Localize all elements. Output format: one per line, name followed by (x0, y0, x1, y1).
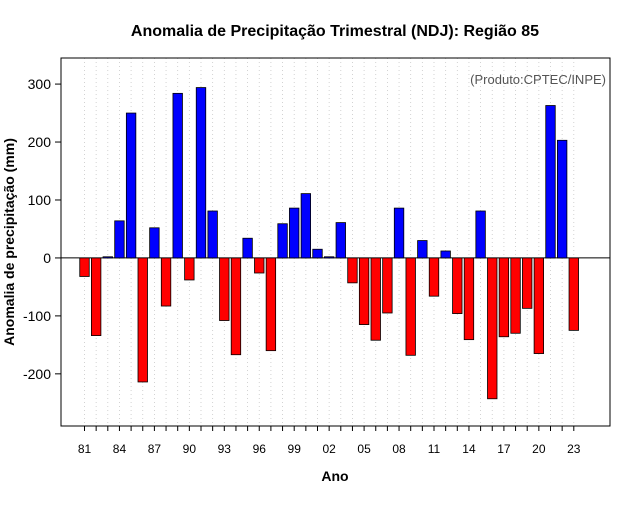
bar-2021 (545, 105, 556, 259)
bar-2002 (323, 256, 335, 259)
y-tick-label: 200 (28, 134, 52, 150)
bar-1983 (102, 256, 113, 259)
x-tick-label: 90 (183, 442, 197, 456)
y-tick-label: 0 (43, 250, 51, 266)
bar-2009 (405, 257, 416, 356)
bar-2003 (335, 222, 346, 259)
bar-2015 (475, 210, 486, 259)
bar-2011 (428, 257, 440, 297)
bar-2010 (417, 240, 428, 259)
bar-1984 (114, 220, 125, 259)
x-tick-label: 02 (322, 442, 336, 456)
x-tick-label: 14 (462, 442, 476, 456)
chart-annotation: (Produto:CPTEC/INPE) (470, 72, 606, 87)
bar-2000 (300, 193, 312, 259)
bar-2020 (533, 257, 544, 354)
x-tick-label: 20 (532, 442, 546, 456)
bar-2004 (347, 257, 358, 284)
bar-1998 (277, 223, 288, 259)
y-tick-label: -100 (23, 308, 51, 324)
x-tick-label: 17 (497, 442, 511, 456)
bar-1990 (184, 257, 195, 281)
x-tick-label: 93 (218, 442, 232, 456)
bar-1987 (149, 227, 160, 259)
bar-1986 (137, 257, 148, 383)
bar-1996 (254, 257, 265, 274)
x-axis: 81 84 87 90 93 96 99 02 05 08 11 14 17 20 23 (78, 426, 581, 456)
x-tick-label: 23 (567, 442, 581, 456)
bar-1994 (230, 257, 242, 356)
bar-1999 (289, 207, 300, 259)
bar-2018 (510, 257, 521, 334)
bar-2017 (498, 257, 510, 338)
bar-1982 (91, 257, 102, 336)
bar-2001 (312, 248, 323, 259)
bar-1981 (79, 257, 90, 277)
x-axis-label: Ano (321, 468, 348, 484)
bar-1992 (207, 210, 218, 259)
y-tick-label: 300 (28, 76, 52, 92)
bars (79, 87, 579, 400)
bar-2012 (440, 250, 451, 259)
bar-2013 (452, 257, 463, 314)
x-tick-label: 81 (78, 442, 92, 456)
bar-1993 (219, 257, 230, 321)
chart-title: Anomalia de Precipitação Trimestral (NDJ… (131, 23, 539, 40)
bar-1985 (125, 112, 137, 259)
x-tick-label: 08 (392, 442, 406, 456)
bar-1989 (172, 92, 183, 259)
y-axis: -200 -100 0 100 200 300 (23, 76, 61, 382)
bar-1991 (195, 87, 207, 259)
y-axis-label: Anomalia de precipitação (mm) (1, 138, 17, 346)
bar-1997 (265, 257, 277, 352)
x-tick-label: 96 (253, 442, 267, 456)
x-tick-label: 87 (148, 442, 162, 456)
bar-2022 (557, 139, 568, 259)
bar-1995 (242, 237, 253, 259)
bar-2007 (382, 257, 393, 314)
bar-2019 (522, 257, 533, 309)
bar-2023 (568, 257, 579, 331)
bar-2014 (463, 257, 475, 341)
x-tick-label: 05 (357, 442, 371, 456)
bar-1988 (160, 257, 172, 307)
bar-2006 (370, 257, 381, 341)
y-tick-label: -200 (23, 366, 51, 382)
bar-2008 (393, 207, 405, 259)
x-tick-label: 99 (288, 442, 302, 456)
bar-2005 (358, 257, 370, 325)
y-tick-label: 100 (28, 192, 52, 208)
x-tick-label: 11 (428, 442, 441, 456)
bar-2016 (487, 257, 498, 400)
x-tick-label: 84 (113, 442, 127, 456)
plot-frame (60, 57, 611, 427)
